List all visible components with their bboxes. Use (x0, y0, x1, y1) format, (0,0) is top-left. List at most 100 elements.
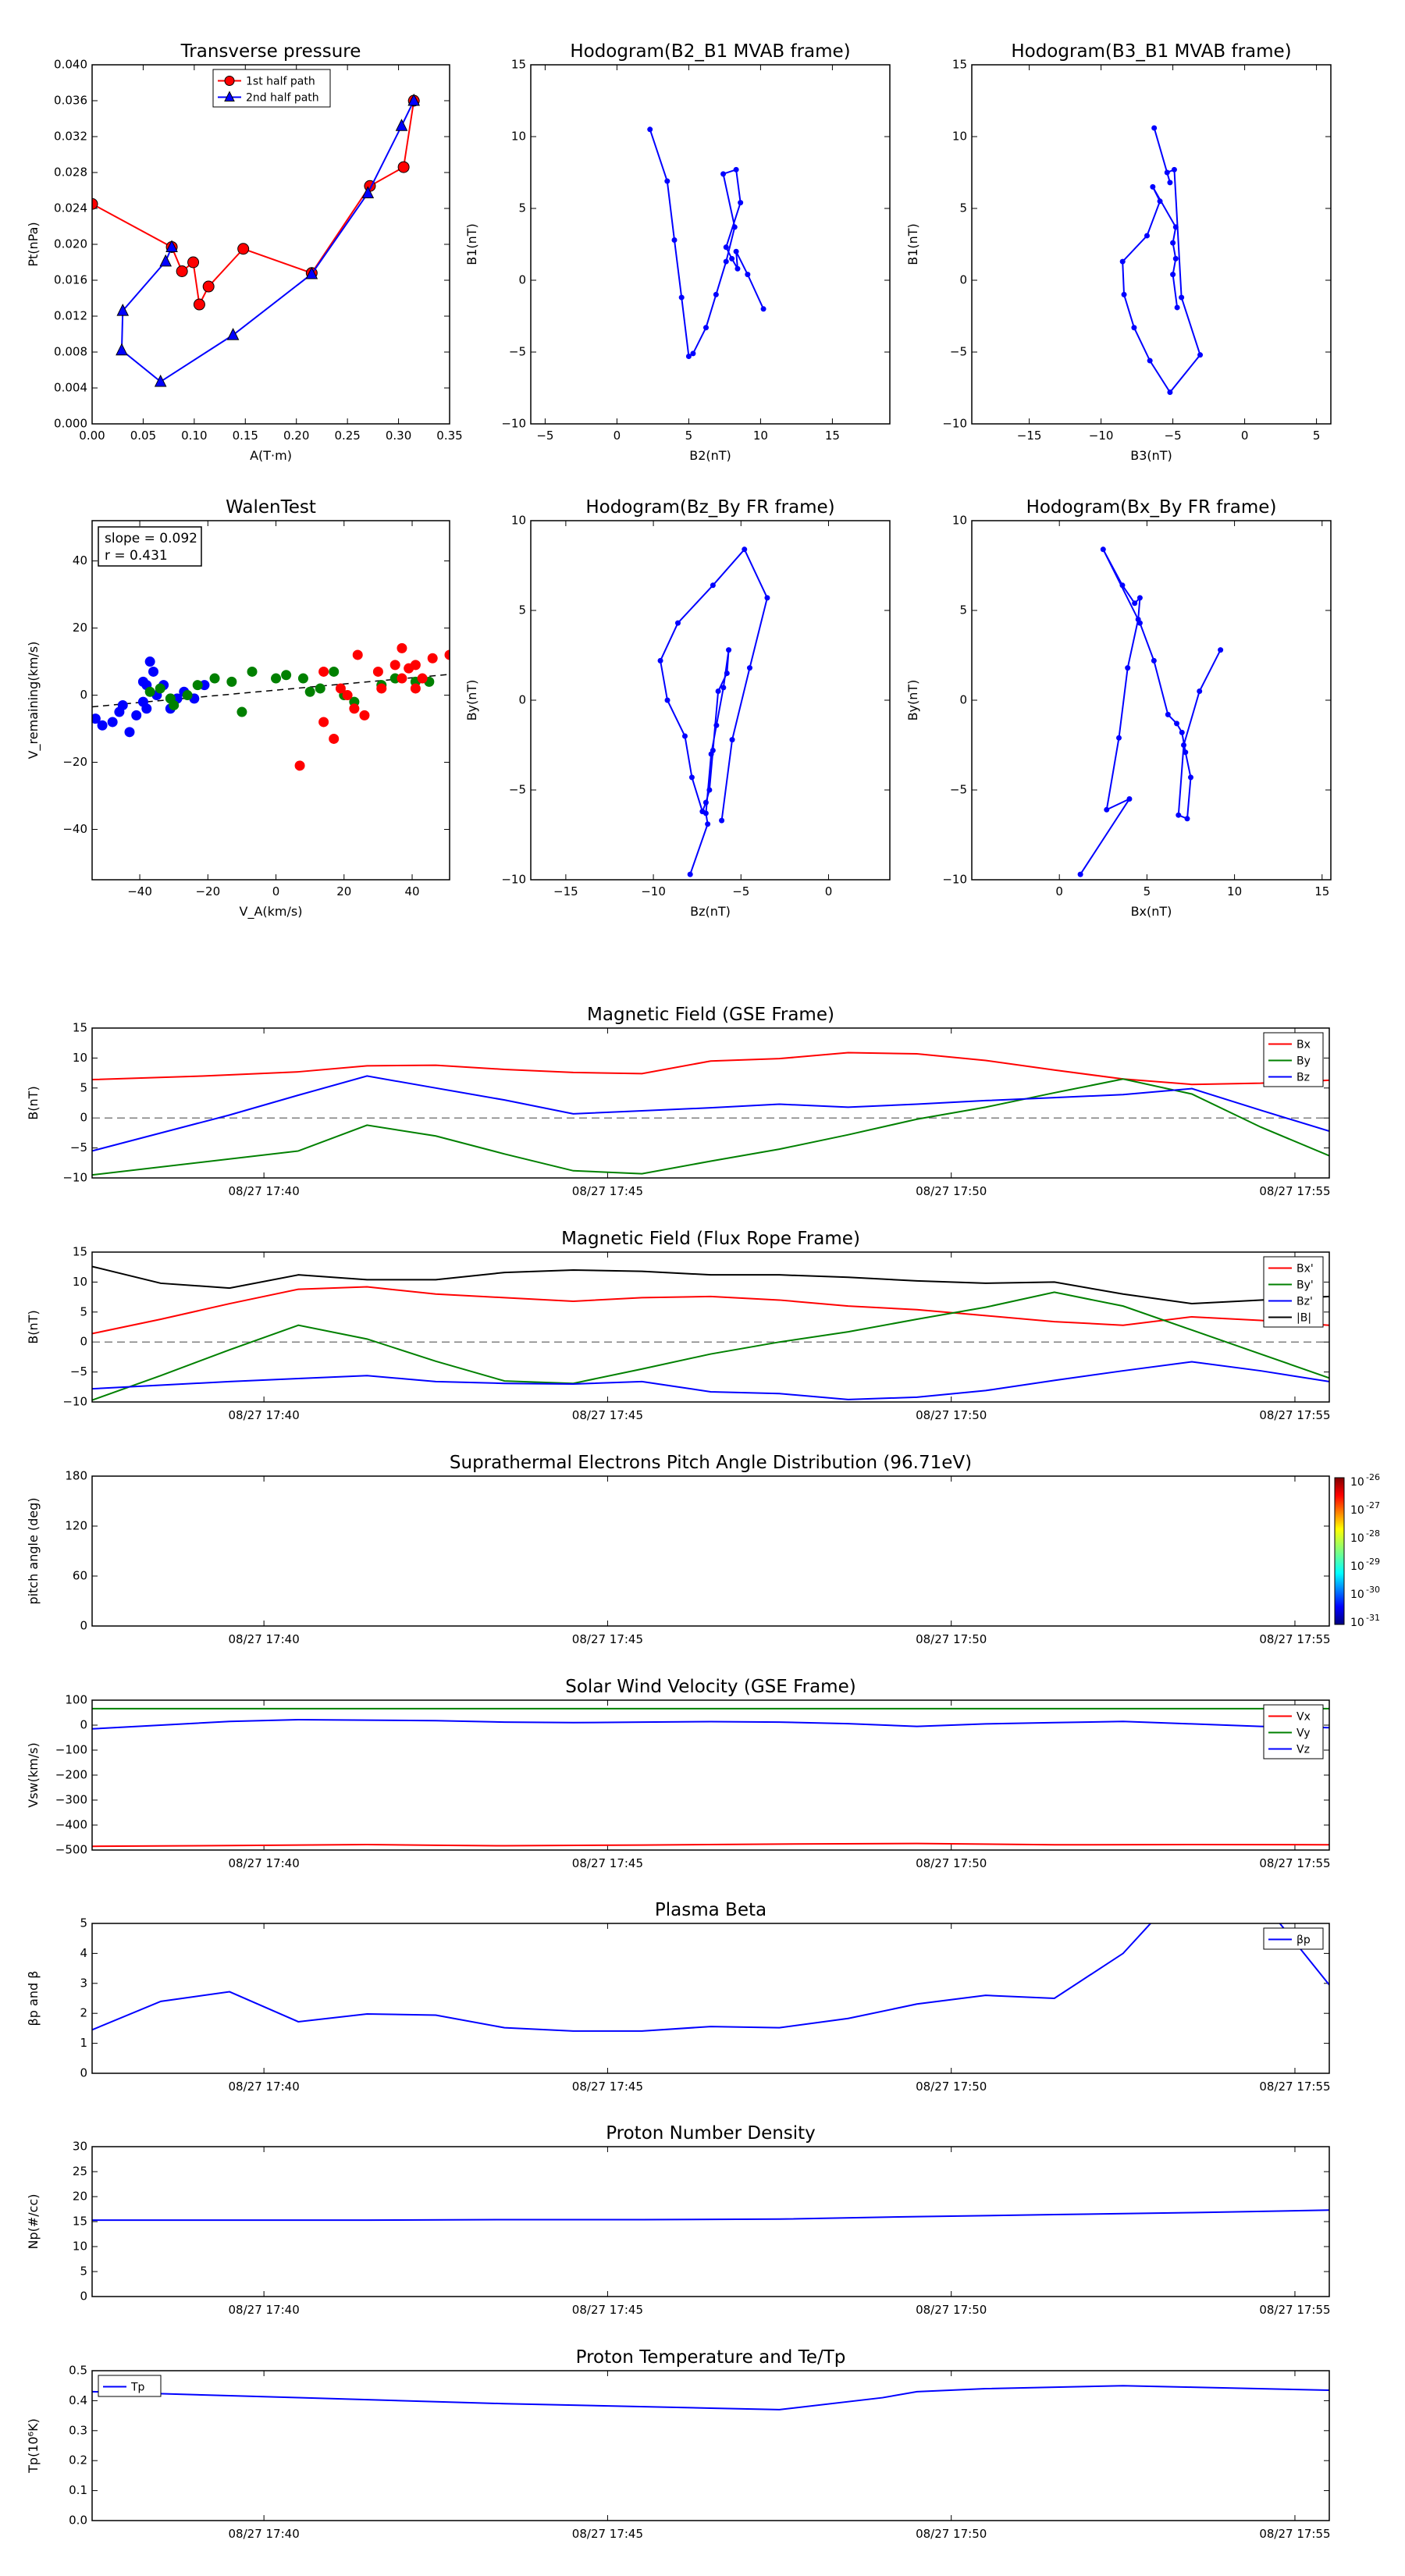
time-tick-label: 08/27 17:45 (572, 1184, 643, 1198)
series-Bx (92, 1051, 1329, 1086)
y-tick-label: −300 (55, 1793, 87, 1807)
y-tick-label: 0.2 (69, 2453, 87, 2467)
data-point (678, 294, 685, 301)
y-tick-label: 5 (959, 201, 967, 215)
x-tick-label: 5 (685, 429, 693, 443)
axes-frame (91, 1251, 1330, 1403)
series-line (92, 1265, 1329, 1305)
scatter-point (192, 680, 203, 691)
y-tick-label: 0.5 (69, 2364, 87, 2378)
data-point (202, 280, 215, 293)
scatter-point (427, 653, 438, 664)
y-axis-label: pitch angle (deg) (26, 1497, 41, 1604)
colorbar-tick-label: 10 (1350, 1589, 1364, 1601)
series-By (92, 1078, 1329, 1176)
scatter-point (410, 660, 421, 671)
colorbar-tick-exponent: -26 (1366, 1472, 1380, 1482)
panel-mag_fr: Magnetic Field (Flux Rope Frame) −10 −5 0 5 1… (26, 1229, 1331, 1422)
chart-title: Magnetic Field (GSE Frame) (587, 1005, 834, 1025)
y-tick-label: −20 (62, 755, 87, 769)
x-axis-label: B3(nT) (1130, 448, 1172, 463)
time-tick-label: 08/27 17:55 (1259, 2303, 1330, 2317)
colorbar (1334, 1477, 1345, 1625)
time-tick-label: 08/27 17:45 (572, 1856, 643, 1870)
y-tick-label: 100 (65, 1693, 87, 1707)
chart-title: Hodogram(Bx_By FR frame) (1026, 497, 1277, 518)
slope-annotation: slope = 0.092 (105, 531, 197, 546)
time-tick-label: 08/27 17:45 (572, 2080, 643, 2094)
data-point (738, 200, 744, 206)
colorbar-tick-exponent: -29 (1366, 1557, 1380, 1567)
data-point (733, 166, 739, 173)
series-|B| (92, 1265, 1329, 1305)
x-tick-label: 5 (1144, 884, 1151, 898)
scatter-point (124, 727, 135, 738)
data-point (735, 265, 741, 272)
y-tick-label: 0 (80, 2290, 87, 2304)
data-point (226, 328, 240, 340)
legend-label: Vx (1297, 1711, 1311, 1724)
data-point (671, 237, 678, 243)
time-tick-label: 08/27 17:40 (229, 1408, 300, 1422)
data-point (1144, 233, 1150, 239)
data-point (664, 697, 670, 703)
data-point (1157, 198, 1163, 205)
x-tick-label: −15 (1017, 429, 1042, 443)
x-tick-label: 0 (825, 884, 833, 898)
time-tick-label: 08/27 17:40 (229, 2303, 300, 2317)
x-tick-label: 0.35 (436, 429, 462, 443)
y-tick-label: 180 (65, 1469, 87, 1483)
y-axis-label: Np(#/cc) (26, 2194, 41, 2250)
y-tick-label: 20 (73, 621, 87, 635)
scatter-point (117, 699, 128, 710)
axes-frame (530, 64, 891, 425)
scatter-point (342, 690, 353, 701)
series-line (92, 1842, 1329, 1848)
scatter-point (137, 676, 148, 687)
y-tick-label: 15 (952, 58, 967, 72)
y-tick-label: 0.020 (54, 237, 87, 251)
time-tick-label: 08/27 17:50 (916, 1856, 987, 1870)
series-line (92, 1291, 1329, 1401)
scatter-point (281, 670, 292, 681)
series-1 (144, 666, 435, 717)
legend-label: Tp (130, 2382, 145, 2394)
plot-area (92, 93, 421, 387)
data-point (154, 374, 167, 387)
chart-title: Hodogram(B3_B1 MVAB frame) (1011, 41, 1291, 62)
legend: 1st half path 2nd half path (212, 69, 331, 108)
y-tick-label: 10 (73, 2240, 87, 2254)
chart-title: Hodogram(Bz_By FR frame) (585, 497, 834, 518)
series-Bz (92, 1075, 1329, 1152)
axes-frame (530, 520, 891, 881)
x-tick-label: 40 (404, 884, 419, 898)
data-point (710, 747, 716, 753)
y-tick-label: 25 (73, 2165, 87, 2179)
y-tick-label: 0 (80, 1335, 87, 1349)
time-tick-label: 08/27 17:55 (1259, 1632, 1330, 1646)
data-point (715, 688, 721, 694)
axes-frame (91, 1475, 1330, 1627)
data-point (706, 787, 713, 793)
scatter-point (271, 673, 282, 684)
axes-frame (91, 1923, 1330, 2074)
scatter-point (304, 686, 315, 697)
annotation-box (98, 526, 202, 567)
legend-marker (224, 76, 235, 86)
time-tick-label: 08/27 17:55 (1259, 2527, 1330, 2541)
series-Bz' (92, 1361, 1329, 1400)
data-point (159, 254, 173, 267)
y-axis-label: Tp(10⁶K) (26, 2418, 41, 2474)
data-point (713, 722, 720, 728)
legend-label: By' (1297, 1279, 1314, 1292)
data-point (1179, 294, 1185, 301)
y-axis-label: V_remaining(km/s) (26, 642, 41, 760)
data-point (1174, 304, 1180, 311)
data-point (1167, 390, 1173, 396)
panel-transverse_pressure: Transverse pressure 0.000 0.004 0.008 0.012 0… (26, 41, 463, 463)
x-tick-label: −5 (732, 884, 749, 898)
axes-frame (91, 2146, 1330, 2297)
series-line (92, 1075, 1329, 1152)
data-point (1121, 291, 1127, 297)
scatter-point (182, 690, 193, 701)
